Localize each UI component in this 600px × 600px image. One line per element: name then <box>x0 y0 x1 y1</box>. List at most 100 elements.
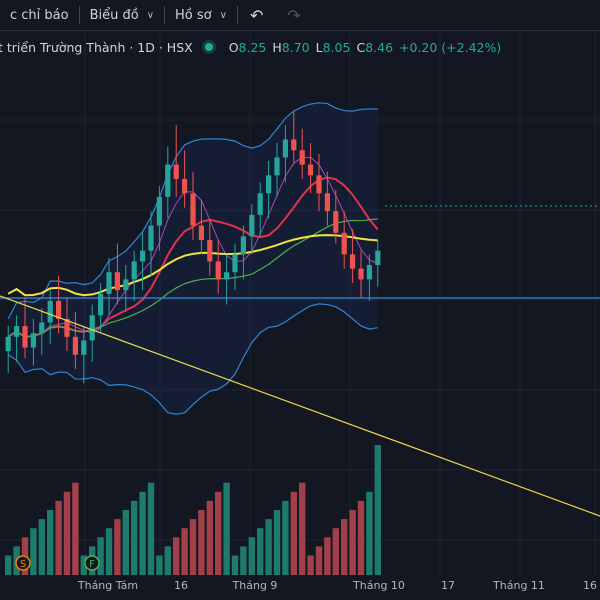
bollinger-band-fill <box>8 102 378 415</box>
volume-bar <box>357 500 365 575</box>
redo-icon[interactable]: ↷ <box>287 5 301 25</box>
volume-bar <box>240 546 247 575</box>
trendline <box>0 295 600 517</box>
candle-body <box>22 326 28 348</box>
candle-body <box>333 211 339 233</box>
low-value: 8.05 <box>322 39 351 55</box>
candle-body <box>30 333 36 348</box>
chart-type-dropdown[interactable]: Biểu đồ ∨ <box>80 0 164 30</box>
volume-bar <box>80 555 87 575</box>
candle-body <box>308 164 314 176</box>
volume-bar <box>30 528 37 575</box>
bollinger-bands <box>7 102 378 415</box>
indicators-label: c chỉ báo <box>10 7 69 23</box>
profile-label: Hồ sơ <box>175 7 212 23</box>
candle-body <box>341 232 347 255</box>
candle-body <box>165 164 171 197</box>
candle-body <box>131 261 137 280</box>
candle-body <box>190 193 196 226</box>
volume-bar <box>257 528 264 575</box>
candle-body <box>215 261 221 280</box>
candle-body <box>98 293 104 316</box>
candle-body <box>366 265 372 280</box>
volume-bar <box>332 528 339 575</box>
volume-bar <box>349 510 356 575</box>
candle-body <box>198 225 204 240</box>
volume-bar <box>164 546 171 575</box>
candle-body <box>140 250 146 262</box>
volume-bar <box>265 519 272 575</box>
volume-bar <box>206 500 213 575</box>
candle-body <box>350 254 356 269</box>
volume-bar <box>38 519 45 575</box>
volume-bar <box>290 491 297 575</box>
candle-body <box>240 236 246 255</box>
candle-body <box>207 239 213 262</box>
candle-body <box>224 272 230 280</box>
candle-body <box>182 178 188 194</box>
chevron-down-icon: ∨ <box>219 9 227 21</box>
volume-bar <box>122 510 129 575</box>
candle-body <box>56 300 62 319</box>
chart-type-label: Biểu đồ <box>89 7 139 23</box>
open-label: O <box>228 39 239 55</box>
volume-bar <box>131 500 138 575</box>
candle-body <box>148 225 154 251</box>
grid-lines <box>0 32 600 575</box>
event-marker-s-label: S <box>20 559 26 570</box>
candle-body <box>72 336 78 355</box>
top-toolbar: c chỉ báo Biểu đồ ∨ Hồ sơ ∨ ↶ ↷ <box>0 0 600 31</box>
volume-bar <box>5 555 12 575</box>
volume-bar <box>114 519 121 575</box>
volume-bar <box>97 537 104 575</box>
candle-body <box>375 250 381 266</box>
market-status-icon <box>204 43 213 51</box>
volume-bar <box>215 491 222 575</box>
bollinger-lower <box>7 303 378 415</box>
volume-bar <box>47 510 54 575</box>
volume-bar <box>198 510 205 575</box>
volume-bar <box>139 491 146 575</box>
indicators-button[interactable]: c chỉ báo <box>0 0 79 30</box>
profile-dropdown[interactable]: Hồ sơ ∨ <box>165 0 237 30</box>
close-label: C <box>356 39 366 55</box>
candle-body <box>249 214 255 237</box>
volume-bar <box>147 482 155 575</box>
volume-bar <box>189 519 197 575</box>
candle-body <box>64 318 70 337</box>
candle-body <box>324 193 330 212</box>
candle-body <box>316 175 322 194</box>
toolbar-divider <box>78 6 80 24</box>
candle-body <box>299 150 305 165</box>
candle-body <box>39 322 45 334</box>
candle-body <box>5 336 11 352</box>
candle-body <box>291 139 297 151</box>
drawn-lines <box>0 205 600 517</box>
x-axis-tick-label: Tháng 11 <box>492 579 545 592</box>
change-value: +0.20 (+2.42%) <box>399 39 502 55</box>
symbol-title[interactable]: t triển Trường Thành · 1D · HSX <box>0 39 193 55</box>
x-axis-tick-label: 16 <box>174 579 188 592</box>
undo-icon[interactable]: ↶ <box>249 5 264 25</box>
toolbar-divider <box>236 6 238 24</box>
volume-bar <box>273 510 281 575</box>
open-value: 8.25 <box>238 39 267 55</box>
volume-bar <box>72 482 79 575</box>
event-marker-f-label: F <box>89 559 95 570</box>
candle-body <box>123 279 129 291</box>
candle-body <box>274 157 280 176</box>
volume-bar <box>173 537 180 575</box>
chevron-down-icon: ∨ <box>146 9 155 21</box>
candle-body <box>14 326 20 337</box>
high-value: 8.70 <box>281 39 310 55</box>
candle-body <box>282 139 288 158</box>
volume-bar <box>105 528 113 575</box>
candle-body <box>173 164 179 179</box>
candle-body <box>81 340 87 355</box>
event-marker-f <box>84 555 100 571</box>
moving-average-line <box>7 218 378 338</box>
volume-bar <box>248 537 255 575</box>
volume-bar <box>55 500 62 575</box>
